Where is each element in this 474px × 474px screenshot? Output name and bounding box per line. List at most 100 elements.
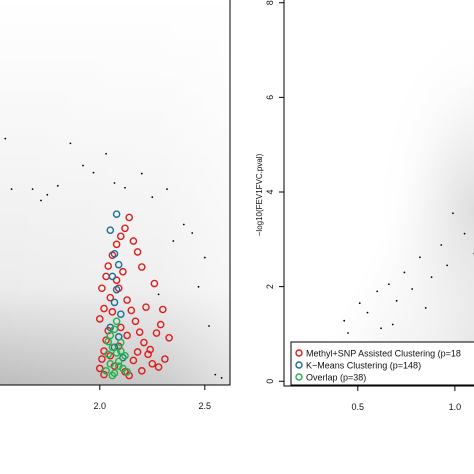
- left-point-1-32: [146, 345, 154, 354]
- left-plot-background-fade: [0, 0, 230, 385]
- right-point-0-15: [463, 232, 466, 235]
- left-point-0-6: [69, 142, 72, 145]
- left-point-3-7: [112, 349, 121, 357]
- left-point-1-35: [161, 355, 169, 363]
- left-point-1-41: [123, 331, 131, 340]
- left-point-2-1: [106, 226, 115, 234]
- left-point-1-36: [142, 303, 150, 311]
- left-point-3-8: [117, 338, 125, 347]
- right-point-0-6: [387, 283, 390, 286]
- left-point-3-13: [123, 367, 131, 376]
- legend-label-overlap: Overlap (p=38): [306, 373, 366, 383]
- right-y-tick-label-6: 6: [265, 95, 275, 100]
- left-point-2-11: [119, 353, 127, 362]
- left-point-1-22: [127, 306, 136, 315]
- right-point-0-2: [358, 302, 361, 305]
- left-plot-frame: [0, 0, 231, 386]
- left-point-0-2: [31, 188, 34, 191]
- left-point-1-19: [119, 267, 127, 276]
- right-x-tick-label-1-0: 1.0: [449, 402, 462, 412]
- left-point-0-14: [166, 188, 168, 191]
- left-point-2-4: [108, 272, 117, 281]
- left-point-0-21: [172, 240, 175, 242]
- left-point-0-9: [105, 152, 107, 155]
- left-point-0-18: [214, 373, 217, 376]
- left-point-1-8: [98, 284, 106, 293]
- right-point-0-12: [440, 244, 443, 246]
- left-point-3-14: [108, 371, 117, 380]
- left-point-0-1: [10, 188, 13, 191]
- legend-label-methyl-snp: Methyl+SNP Assisted Clustering (p=18: [306, 349, 461, 359]
- left-point-0-3: [40, 199, 42, 202]
- left-point-1-44: [165, 334, 173, 342]
- left-point-1-24: [135, 328, 144, 336]
- left-point-3-0: [102, 367, 110, 375]
- legend: Methyl+SNP Assisted Clustering (p=18 K−M…: [290, 341, 474, 386]
- right-y-tick-label-0: 0: [265, 379, 275, 384]
- left-plot-panel: 2.0 2.5: [0, 0, 231, 411]
- legend-marker-overlap: [295, 373, 303, 381]
- left-point-3-15: [117, 347, 125, 355]
- left-point-1-43: [154, 363, 163, 371]
- left-point-1-6: [100, 304, 108, 313]
- left-point-1-33: [152, 329, 161, 337]
- left-x-tick-label-2-0: 2.0: [94, 401, 107, 411]
- right-point-0-0: [343, 319, 346, 322]
- right-point-0-18: [424, 307, 427, 309]
- left-point-1-0: [96, 364, 104, 373]
- right-point-0-4: [376, 290, 379, 293]
- left-x-tick-label-2-5: 2.5: [199, 401, 212, 411]
- right-data-marks: [337, 212, 474, 344]
- left-point-3-1: [106, 359, 115, 368]
- left-point-0-8: [92, 171, 95, 174]
- left-point-3-6: [108, 343, 117, 352]
- left-point-0-7: [82, 164, 84, 167]
- left-point-0-12: [140, 172, 143, 175]
- left-point-0-13: [151, 196, 154, 199]
- left-point-1-25: [140, 338, 148, 347]
- left-point-1-42: [133, 348, 142, 356]
- left-point-1-5: [96, 315, 104, 323]
- right-point-0-9: [411, 288, 414, 290]
- left-point-1-27: [148, 359, 157, 368]
- left-point-3-16: [112, 317, 121, 326]
- left-point-2-8: [106, 323, 115, 332]
- left-point-2-0: [112, 210, 121, 218]
- left-point-1-34: [156, 320, 165, 329]
- legend-marker-kmeans: [295, 361, 303, 369]
- right-point-0-7: [395, 299, 398, 302]
- right-point-0-5: [380, 327, 382, 330]
- left-point-1-48: [158, 305, 167, 314]
- left-point-1-30: [129, 356, 138, 365]
- left-point-1-15: [125, 213, 133, 222]
- legend-label-kmeans: K−Means Clustering (p=148): [306, 361, 421, 371]
- left-point-3-9: [121, 351, 129, 360]
- left-point-1-7: [106, 293, 115, 302]
- left-point-0-10: [113, 182, 116, 184]
- right-y-axis-label: −log10(FEV1FVC.pval): [255, 153, 264, 236]
- right-point-0-8: [403, 271, 406, 274]
- left-point-1-49: [112, 276, 121, 285]
- left-point-1-23: [131, 317, 140, 326]
- left-point-1-45: [108, 308, 117, 316]
- right-point-0-14: [452, 212, 454, 215]
- right-point-0-3: [366, 311, 369, 314]
- left-point-0-4: [46, 193, 49, 196]
- left-point-0-16: [191, 232, 194, 234]
- left-data-marks: [4, 137, 223, 380]
- left-point-2-7: [117, 310, 125, 319]
- left-point-1-31: [137, 367, 146, 375]
- left-point-0-15: [182, 223, 185, 226]
- right-point-0-1: [347, 332, 349, 334]
- right-point-0-19: [391, 323, 394, 326]
- left-point-3-12: [114, 362, 123, 370]
- left-point-1-10: [104, 262, 112, 270]
- left-point-0-11: [124, 186, 126, 189]
- left-x-axis: 2.0 2.5: [94, 385, 212, 411]
- right-axes: 0.5 1.0 0 2 4 6 8: [265, 0, 461, 412]
- right-point-0-10: [419, 256, 421, 259]
- left-point-1-17: [133, 248, 142, 256]
- left-point-3-3: [114, 357, 123, 366]
- left-point-0-20: [208, 325, 210, 327]
- left-point-2-3: [114, 260, 123, 269]
